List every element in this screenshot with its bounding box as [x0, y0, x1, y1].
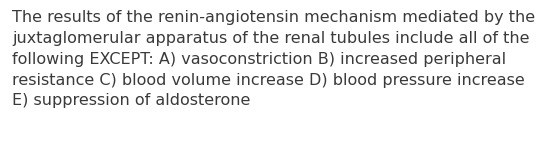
Text: The results of the renin-angiotensin mechanism mediated by the
juxtaglomerular a: The results of the renin-angiotensin mec…: [12, 10, 535, 108]
